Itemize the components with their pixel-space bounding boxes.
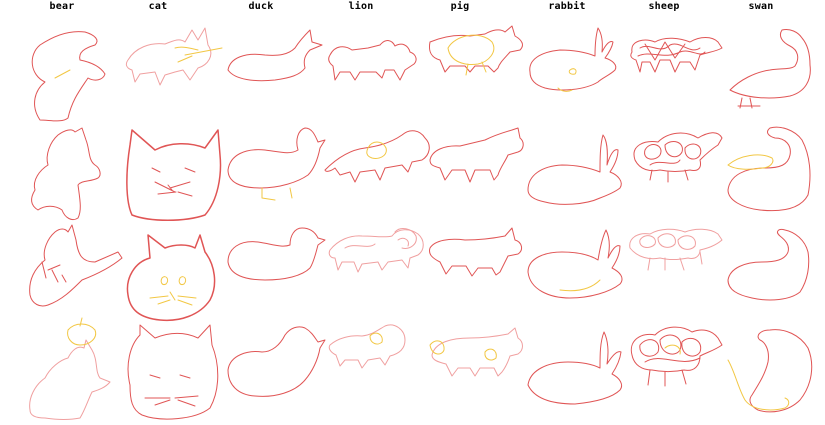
- sketch-duck-2: [227, 127, 326, 201]
- sketch-lion-1: [328, 40, 417, 81]
- column-label-lion: lion: [348, 1, 374, 12]
- sketch-cat-2: [126, 129, 222, 221]
- column-label-bear: bear: [49, 1, 75, 12]
- sketch-pig-2: [429, 127, 524, 183]
- sketch-rabbit-1: [529, 27, 617, 92]
- sketch-rabbit-2: [527, 134, 622, 205]
- sketch-sheep-3: [629, 228, 723, 271]
- sketch-sheep-4: [630, 326, 723, 387]
- sketch-duck-1: [227, 29, 323, 82]
- sketch-cat-1: [125, 27, 223, 86]
- column-label-cat: cat: [148, 1, 168, 12]
- sketch-pig-1: [429, 25, 523, 76]
- sketch-swan-4: [727, 329, 813, 413]
- sketch-rabbit-3: [527, 229, 623, 299]
- sketch-bear-2: [31, 127, 101, 221]
- sketch-cat-4: [127, 324, 219, 420]
- column-label-swan: swan: [748, 1, 774, 12]
- sketch-bear-3: [29, 224, 123, 307]
- sketch-cat-3: [126, 234, 216, 322]
- sketch-duck-3: [227, 227, 326, 281]
- sketch-bear-4: [29, 317, 111, 420]
- sketch-duck-4: [227, 326, 326, 397]
- sketch-lion-3: [328, 228, 424, 273]
- sketch-swan-1: [729, 29, 811, 109]
- sketch-bear-1: [31, 31, 106, 122]
- sketch-sheep-1: [630, 37, 723, 73]
- sketch-lion-2: [324, 130, 430, 183]
- sketch-swan-2: [727, 126, 811, 212]
- sketch-lion-4: [328, 324, 406, 369]
- sketch-sheep-2: [633, 132, 723, 183]
- column-label-duck: duck: [248, 1, 274, 12]
- sketch-pig-4: [429, 327, 523, 377]
- sketch-rabbit-4: [527, 331, 623, 405]
- column-label-sheep: sheep: [648, 1, 680, 12]
- column-label-rabbit: rabbit: [548, 1, 586, 12]
- column-label-pig: pig: [450, 1, 470, 12]
- sketch-swan-3: [727, 229, 810, 301]
- sketch-pig-3: [429, 227, 523, 277]
